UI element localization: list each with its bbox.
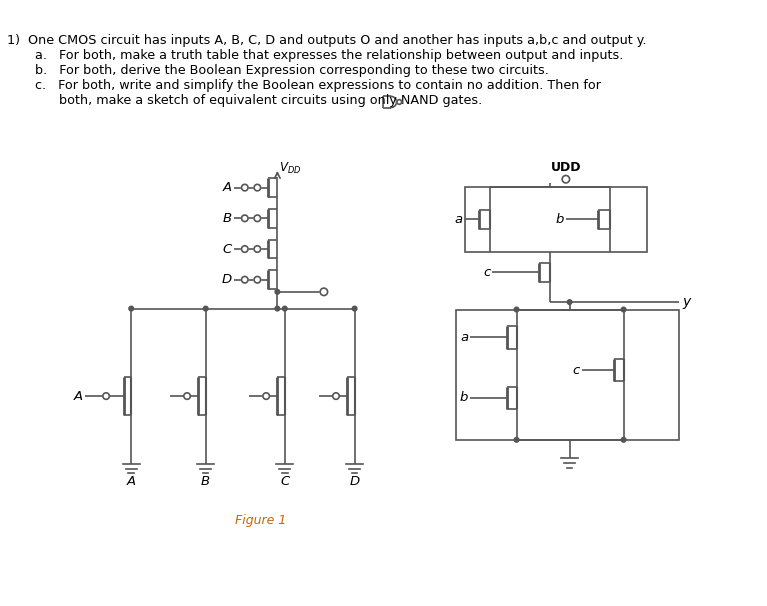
Text: D: D (222, 273, 232, 286)
Circle shape (129, 306, 133, 311)
Circle shape (320, 288, 328, 296)
Text: $V_{DD}$: $V_{DD}$ (279, 161, 301, 176)
Circle shape (568, 300, 572, 304)
Text: A: A (222, 181, 232, 194)
Text: 1)  One CMOS circuit has inputs A, B, C, D and outputs O and another has inputs : 1) One CMOS circuit has inputs A, B, C, … (8, 34, 647, 47)
Circle shape (621, 307, 626, 312)
Text: A: A (127, 475, 136, 488)
Text: D: D (350, 475, 360, 488)
Circle shape (203, 306, 208, 311)
Circle shape (103, 393, 110, 399)
Text: B: B (222, 212, 232, 225)
Circle shape (333, 393, 339, 399)
Circle shape (352, 306, 357, 311)
Text: c.   For both, write and simplify the Boolean expressions to contain no addition: c. For both, write and simplify the Bool… (35, 79, 601, 92)
Text: c: c (483, 266, 490, 279)
Text: b: b (555, 213, 564, 226)
Circle shape (562, 176, 570, 183)
Text: UDD: UDD (551, 161, 581, 173)
Circle shape (275, 306, 280, 311)
Text: both, make a sketch of equivalent circuits using only NAND gates.: both, make a sketch of equivalent circui… (35, 93, 482, 107)
Circle shape (282, 306, 287, 311)
Text: A: A (74, 390, 83, 402)
Circle shape (242, 215, 248, 222)
Text: b: b (459, 391, 468, 404)
Text: B: B (201, 475, 210, 488)
Text: a: a (460, 331, 468, 344)
Text: Figure 1: Figure 1 (235, 514, 286, 527)
Bar (456, 310, 680, 440)
Circle shape (514, 438, 518, 442)
Text: c: c (573, 364, 580, 376)
Text: C: C (222, 242, 232, 256)
Circle shape (514, 307, 518, 312)
Circle shape (242, 276, 248, 283)
Circle shape (254, 184, 261, 191)
Text: y: y (682, 295, 690, 309)
Circle shape (254, 246, 261, 252)
Circle shape (621, 438, 626, 442)
Text: b.   For both, derive the Boolean Expression corresponding to these two circuits: b. For both, derive the Boolean Expressi… (35, 64, 549, 77)
Text: a: a (454, 213, 463, 226)
Circle shape (242, 246, 248, 252)
Circle shape (263, 393, 269, 399)
Bar (466, 187, 647, 252)
Text: a.   For both, make a truth table that expresses the relationship between output: a. For both, make a truth table that exp… (35, 49, 624, 62)
Circle shape (254, 215, 261, 222)
Circle shape (397, 99, 402, 104)
Text: C: C (280, 475, 289, 488)
Circle shape (275, 290, 280, 294)
Circle shape (254, 276, 261, 283)
Circle shape (184, 393, 190, 399)
Circle shape (242, 184, 248, 191)
